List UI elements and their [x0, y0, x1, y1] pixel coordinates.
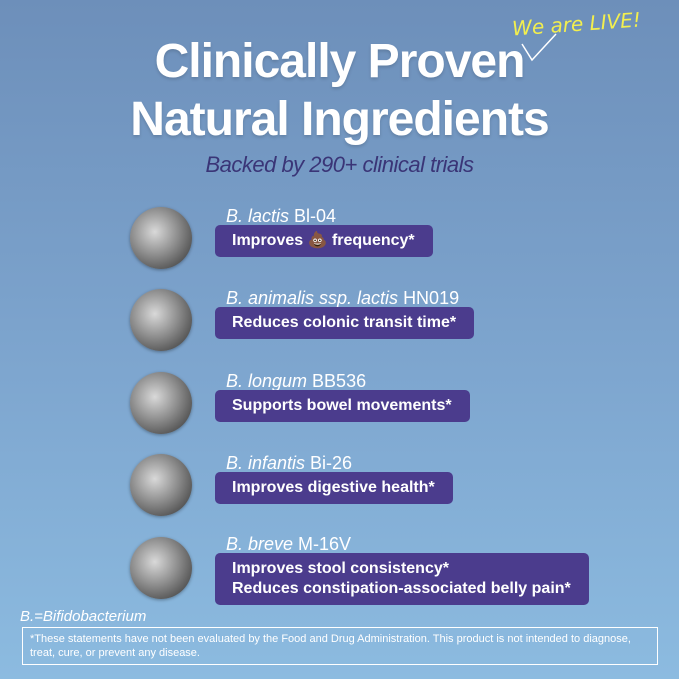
benefit: Reduces constipation-associated belly pa…	[232, 580, 571, 597]
benefit-pill: Improves digestive health*	[215, 472, 453, 504]
benefit-pill: Supports bowel movements*	[215, 390, 470, 422]
benefit: Improves 💩 frequency*	[232, 232, 415, 249]
microscope-image	[130, 289, 192, 351]
species: B. lactis	[226, 206, 290, 226]
strain: BB536	[312, 371, 367, 391]
microscope-image	[130, 537, 192, 599]
title-line: Clinically Proven	[154, 35, 526, 88]
badge-tick	[521, 33, 557, 62]
ingredient-name: B. animalis ssp. lactis HN019	[226, 288, 459, 309]
strain: HN019	[403, 288, 460, 308]
ingredient-name: B. longum BB536	[226, 371, 366, 392]
benefit-pill: Improves 💩 frequency*	[215, 225, 433, 257]
species: B. longum	[226, 371, 308, 391]
title-line: Natural Ingredients	[130, 93, 549, 146]
species: B. animalis ssp. lactis	[226, 288, 399, 308]
benefit: Improves stool consistency*	[232, 560, 449, 577]
ingredient-name: B. infantis Bi-26	[226, 453, 352, 474]
strain: Bi-26	[310, 453, 353, 473]
ingredient-name: B. breve M-16V	[226, 534, 351, 555]
benefit: Reduces colonic transit time*	[232, 314, 457, 331]
benefit-pill: Reduces colonic transit time*	[215, 307, 475, 339]
microscope-image	[130, 207, 192, 269]
disclaimer-line: *These statements have not been evaluate…	[30, 633, 631, 645]
disclaimer-line: treat, cure, or prevent any disease.	[30, 647, 200, 659]
benefit: Supports bowel movements*	[232, 397, 452, 414]
ingredient-name: B. lactis Bl-04	[226, 206, 336, 227]
disclaimer-box: *These statements have not been evaluate…	[22, 627, 658, 665]
species: B. infantis	[226, 453, 306, 473]
microscope-image	[130, 372, 192, 434]
benefit-pill: Improves stool consistency* Reduces const…	[215, 553, 589, 605]
strain: M-16V	[298, 534, 352, 554]
footnote: B.=Bifidobacterium	[20, 608, 147, 625]
strain: Bl-04	[294, 206, 337, 226]
benefit: Improves digestive health*	[232, 479, 435, 496]
microscope-image	[130, 454, 192, 516]
subtitle: Backed by 290+ clinical trials	[205, 152, 474, 177]
species: B. breve	[226, 534, 294, 554]
